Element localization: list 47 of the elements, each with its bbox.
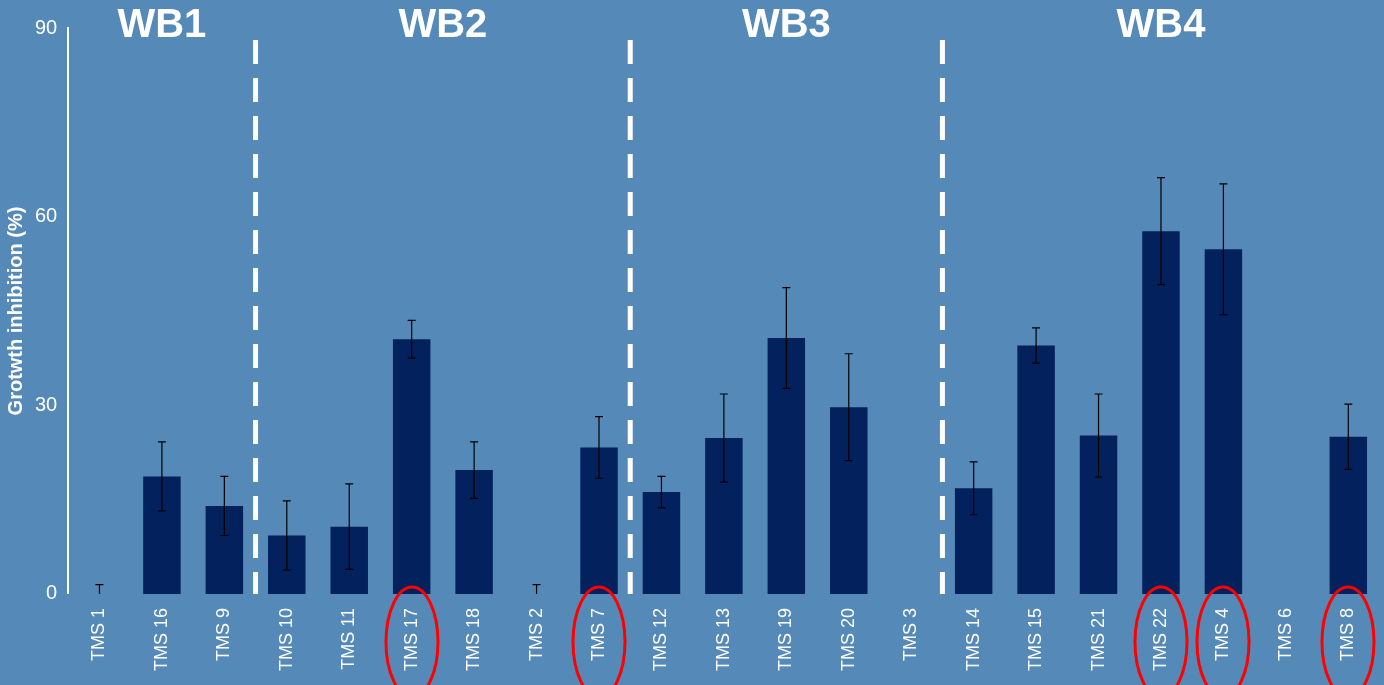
bar [392,339,431,594]
annotation: WB1 [117,1,207,46]
bar [954,488,993,594]
bar [1329,436,1368,594]
x-tick-label: TMS 9 [213,607,234,661]
bar [1204,249,1243,594]
x-tick-label: TMS 19 [775,607,796,672]
y-tick-label: 60 [35,204,58,227]
bar [268,535,306,594]
x-tick-label: TMS 2 [525,607,546,661]
x-tick-label: TMS 13 [712,607,733,672]
x-tick-label: TMS 7 [587,607,608,661]
y-tick-label: 90 [35,15,58,38]
bar [455,470,493,594]
bar [330,526,368,594]
bar [705,438,743,594]
bar [767,338,806,594]
x-tick-label: TMS 1 [88,607,109,661]
bar [1017,345,1055,594]
x-tick-label: TMS 4 [1212,607,1233,661]
x-tick-label: TMS 8 [1337,607,1358,661]
x-tick-label: TMS 10 [275,607,296,672]
bar [1079,435,1118,594]
bar [642,492,681,594]
x-tick-label: TMS 16 [150,607,171,672]
x-tick-label: TMS 14 [962,607,983,672]
x-tick-label: TMS 11 [338,607,359,670]
x-tick-label: TMS 21 [1087,607,1108,672]
x-tick-label: TMS 6 [1274,607,1295,661]
x-tick-label: TMS 12 [650,607,671,672]
y-tick-label: 0 [46,581,58,604]
annotation: WB3 [741,1,831,46]
x-tick-label: TMS 17 [400,607,421,672]
y-tick-label: 30 [35,392,58,415]
x-tick-label: TMS 3 [900,607,921,661]
bar [205,505,244,594]
y-axis-title: Grotwth inhibition (%) [3,206,26,416]
x-tick-label: TMS 18 [463,607,484,672]
bar [830,407,868,594]
x-tick-label: TMS 15 [1025,607,1046,672]
x-tick-label: TMS 22 [1149,607,1170,672]
annotation: WB4 [1116,1,1207,46]
bar [143,476,181,594]
x-tick-label: TMS 20 [837,607,858,672]
bar [1142,231,1180,594]
bar [580,447,618,594]
annotation: WB2 [398,1,488,46]
